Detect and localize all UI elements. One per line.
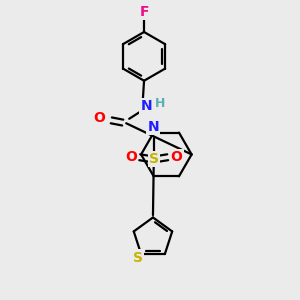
Text: F: F <box>139 5 149 19</box>
Text: S: S <box>133 250 142 265</box>
Text: N: N <box>140 99 152 113</box>
Text: H: H <box>154 97 165 110</box>
Text: N: N <box>147 120 159 134</box>
Text: O: O <box>94 111 105 125</box>
Text: S: S <box>149 152 159 166</box>
Text: O: O <box>171 150 182 164</box>
Text: O: O <box>125 150 137 164</box>
